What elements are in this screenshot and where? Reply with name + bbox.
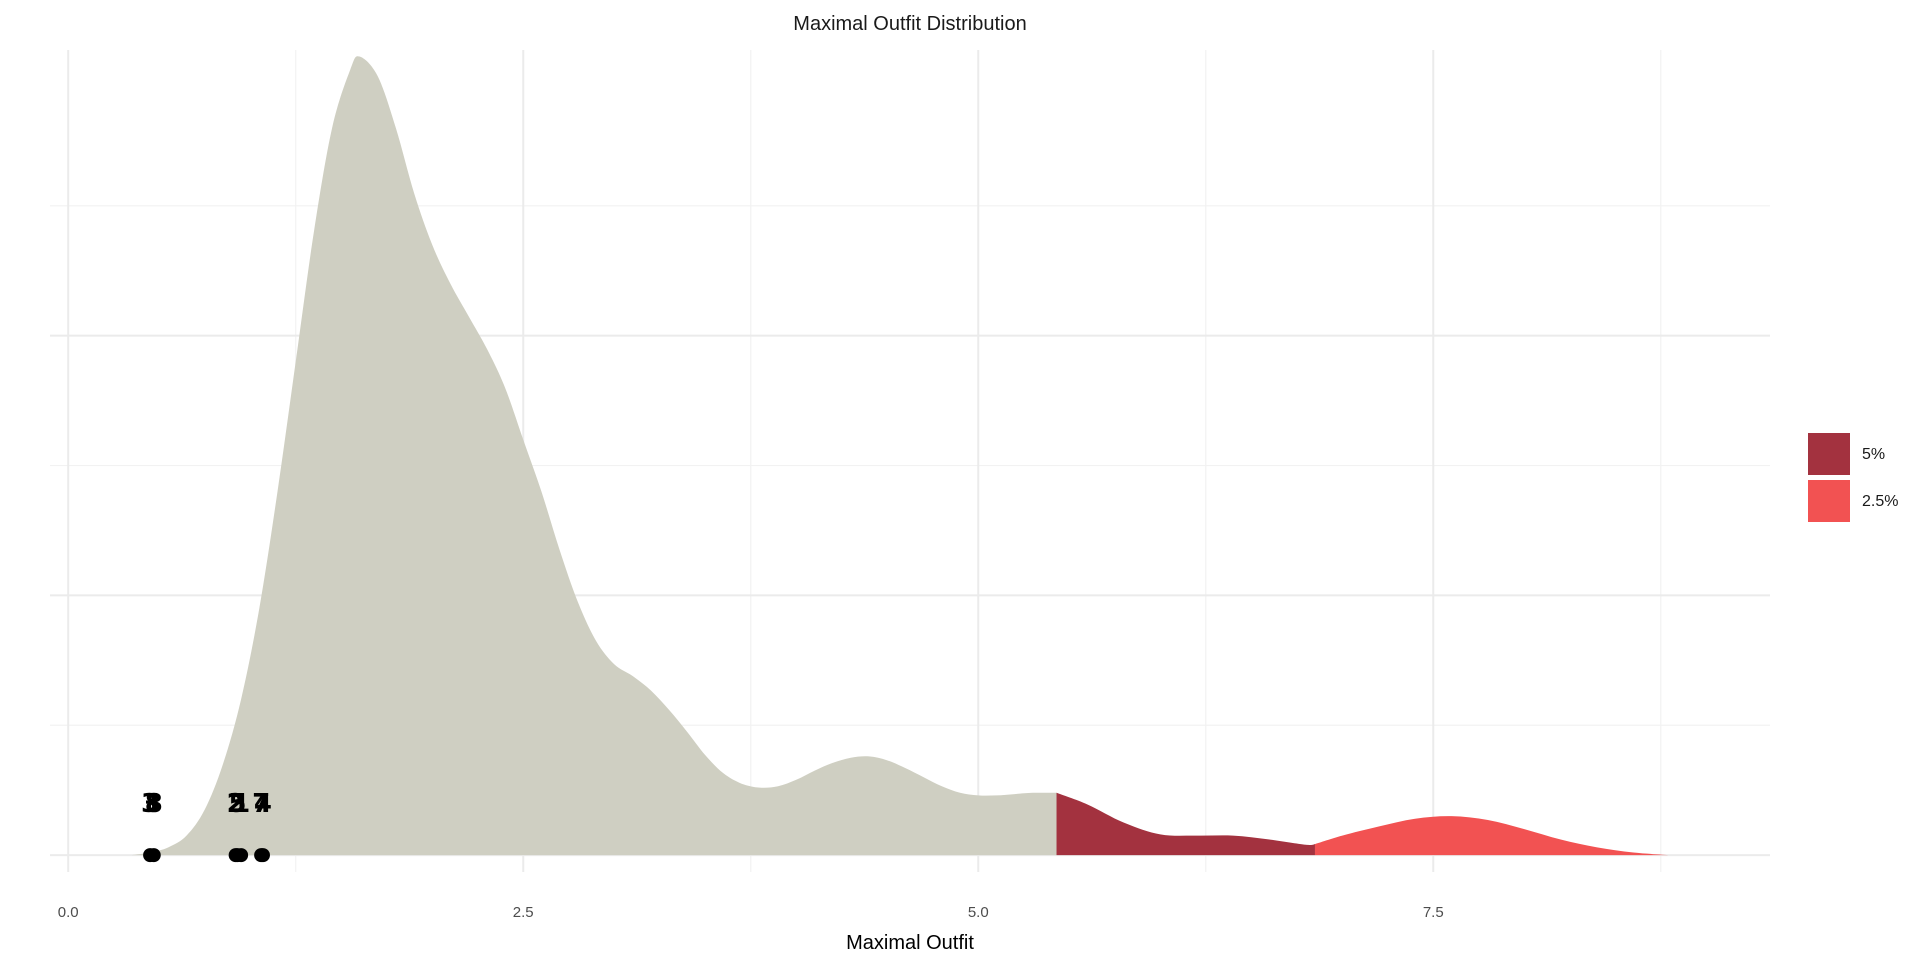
x-tick-label: 7.5 [1423,904,1444,921]
observation-label: 5 [228,789,246,819]
x-axis-ticks: 0.0 2.5 5.0 7.5 [58,904,1444,921]
observation-label: 2 [227,789,245,819]
density-area-5pct [1056,792,1315,856]
legend-swatch [1808,480,1850,522]
observation-point [255,848,270,863]
legend-label: 5% [1862,446,1885,463]
density-areas [131,56,1670,856]
x-tick-label: 0.0 [58,904,79,921]
density-area-2-5pct [1314,816,1670,856]
legend-swatch [1808,433,1850,475]
x-tick-label: 5.0 [968,904,989,921]
density-area-body [131,56,1057,856]
observation-point [146,848,161,863]
observation-markers: 38 251 74 [141,789,272,863]
legend: 5% 2.5% [1808,433,1898,522]
x-tick-label: 2.5 [513,904,534,921]
observation-label: 3 [141,789,159,819]
legend-label: 2.5% [1862,493,1898,510]
observation-label: 8 [145,789,163,819]
chart-title: Maximal Outfit Distribution [793,13,1026,35]
observation-point [234,848,249,863]
observation-label: 7 [252,789,270,819]
observation-label: 1 [232,789,250,819]
x-axis-label: Maximal Outfit [846,932,974,954]
observation-label: 4 [254,789,272,819]
